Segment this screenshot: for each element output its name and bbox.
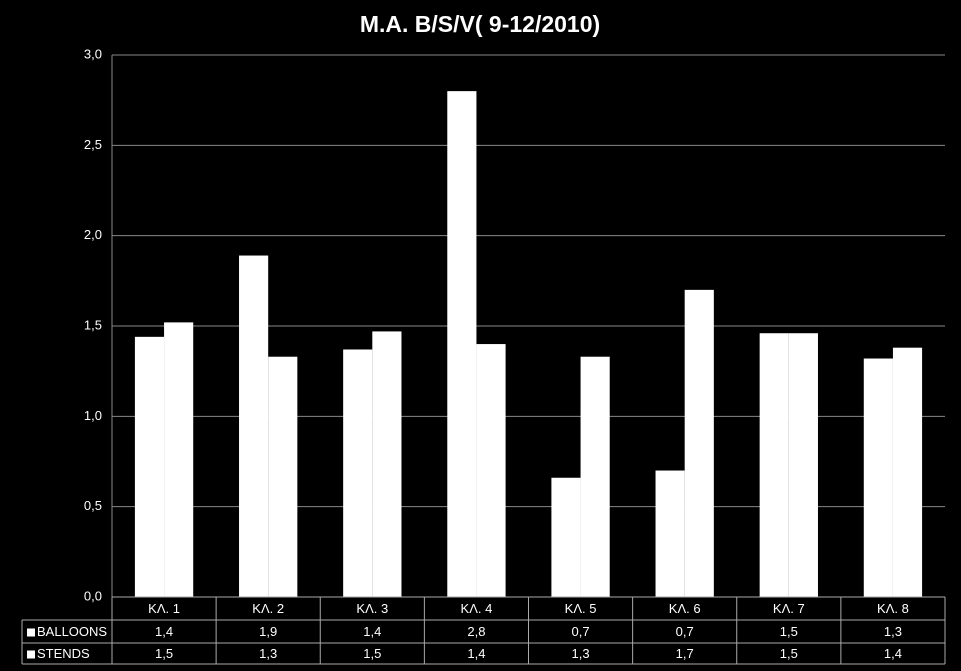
bar [239, 255, 269, 598]
table-value: 1,3 [884, 624, 902, 639]
x-tick-label: ΚΛ. 5 [565, 601, 597, 616]
x-tick-label: ΚΛ. 4 [461, 601, 493, 616]
table-value: 1,5 [363, 646, 381, 661]
table-value: 1,5 [780, 624, 798, 639]
bar [759, 333, 789, 597]
legend-label: STENDS [37, 646, 90, 661]
y-tick-label: 0,5 [84, 498, 102, 513]
table-value: 1,4 [363, 624, 381, 639]
legend-label: BALLOONS [37, 624, 107, 639]
y-tick-label: 2,5 [84, 137, 102, 152]
table-value: 1,3 [572, 646, 590, 661]
table-value: 1,5 [155, 646, 173, 661]
table-value: 0,7 [676, 624, 694, 639]
bar [134, 336, 165, 597]
x-tick-label: ΚΛ. 2 [252, 601, 284, 616]
bar [372, 331, 402, 597]
x-tick-label: ΚΛ. 1 [148, 601, 180, 616]
bar [343, 349, 373, 597]
table-value: 1,4 [467, 646, 485, 661]
table-value: 1,4 [884, 646, 902, 661]
y-tick-label: 0,0 [84, 588, 102, 603]
table-value: 1,3 [259, 646, 277, 661]
y-tick-label: 2,0 [84, 227, 102, 242]
bar [892, 347, 923, 597]
y-tick-label: 1,0 [84, 408, 102, 423]
x-tick-label: ΚΛ. 7 [773, 601, 805, 616]
table-value: 1,9 [259, 624, 277, 639]
table-value: 1,4 [155, 624, 173, 639]
y-tick-label: 3,0 [84, 46, 102, 61]
bar [863, 358, 893, 597]
bar [551, 477, 581, 597]
bar [476, 344, 506, 597]
bar [580, 356, 610, 597]
bar [655, 470, 685, 597]
bar [684, 289, 714, 597]
legend-marker [27, 650, 35, 659]
x-tick-label: ΚΛ. 8 [877, 601, 909, 616]
chart-title: M.A. B/S/V( 9-12/2010) [360, 11, 600, 37]
table-value: 1,5 [780, 646, 798, 661]
x-tick-label: ΚΛ. 6 [669, 601, 701, 616]
bar [164, 322, 194, 597]
table-value: 2,8 [467, 624, 485, 639]
table-value: 1,7 [676, 646, 694, 661]
x-tick-label: ΚΛ. 3 [356, 601, 388, 616]
bar [788, 333, 818, 597]
legend-marker [27, 628, 35, 637]
table-value: 0,7 [572, 624, 590, 639]
bar [268, 356, 298, 597]
y-tick-label: 1,5 [84, 317, 102, 332]
bar [447, 91, 477, 597]
